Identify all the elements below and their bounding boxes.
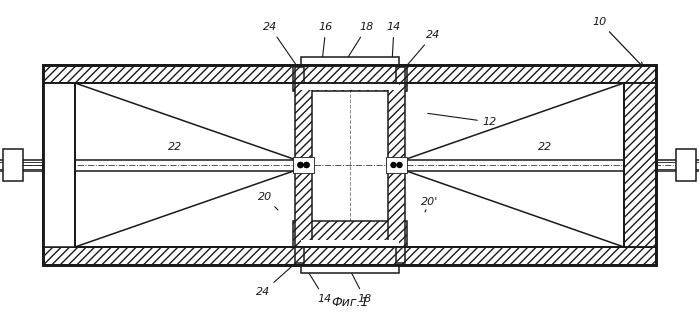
Bar xyxy=(295,83,312,247)
Bar xyxy=(624,83,656,247)
Text: 22: 22 xyxy=(538,142,552,152)
Bar xyxy=(43,83,75,247)
Text: 20: 20 xyxy=(258,192,278,210)
Bar xyxy=(293,65,407,91)
Bar xyxy=(43,83,75,247)
Bar xyxy=(43,65,656,265)
Text: 24: 24 xyxy=(405,30,440,68)
Bar xyxy=(75,83,624,247)
Text: 24: 24 xyxy=(256,262,297,297)
Bar xyxy=(301,84,399,90)
Bar xyxy=(386,157,407,173)
Circle shape xyxy=(298,163,303,167)
Bar xyxy=(396,67,405,83)
Bar xyxy=(396,247,405,263)
Bar xyxy=(301,57,399,65)
Bar xyxy=(301,240,399,246)
Bar xyxy=(388,83,405,247)
Circle shape xyxy=(391,163,396,167)
Bar xyxy=(624,83,656,247)
Text: 16: 16 xyxy=(319,22,333,59)
Text: 14: 14 xyxy=(308,272,332,304)
Text: 14: 14 xyxy=(387,22,401,60)
Circle shape xyxy=(298,163,303,167)
Bar xyxy=(43,65,656,265)
Text: 22: 22 xyxy=(168,142,182,152)
Bar xyxy=(43,83,75,247)
Bar xyxy=(293,221,407,247)
Bar xyxy=(295,247,304,263)
Bar xyxy=(301,265,399,273)
Bar xyxy=(75,83,624,247)
Bar xyxy=(676,149,696,181)
Circle shape xyxy=(397,163,402,167)
Bar xyxy=(43,65,656,83)
Text: 12: 12 xyxy=(428,113,497,127)
Bar xyxy=(75,83,624,247)
Bar xyxy=(3,149,23,181)
Bar xyxy=(43,83,75,247)
Text: 24: 24 xyxy=(263,22,297,67)
Bar xyxy=(43,247,656,265)
Text: 10: 10 xyxy=(593,17,643,67)
Text: 20': 20' xyxy=(421,197,439,212)
Circle shape xyxy=(304,163,309,167)
Bar xyxy=(293,157,314,173)
Bar xyxy=(624,83,656,247)
Circle shape xyxy=(304,163,309,167)
Text: Фиг.1: Фиг.1 xyxy=(331,296,369,309)
Text: 18: 18 xyxy=(352,273,372,304)
Bar xyxy=(43,65,656,265)
Bar xyxy=(295,67,304,83)
Text: 18: 18 xyxy=(347,22,374,60)
